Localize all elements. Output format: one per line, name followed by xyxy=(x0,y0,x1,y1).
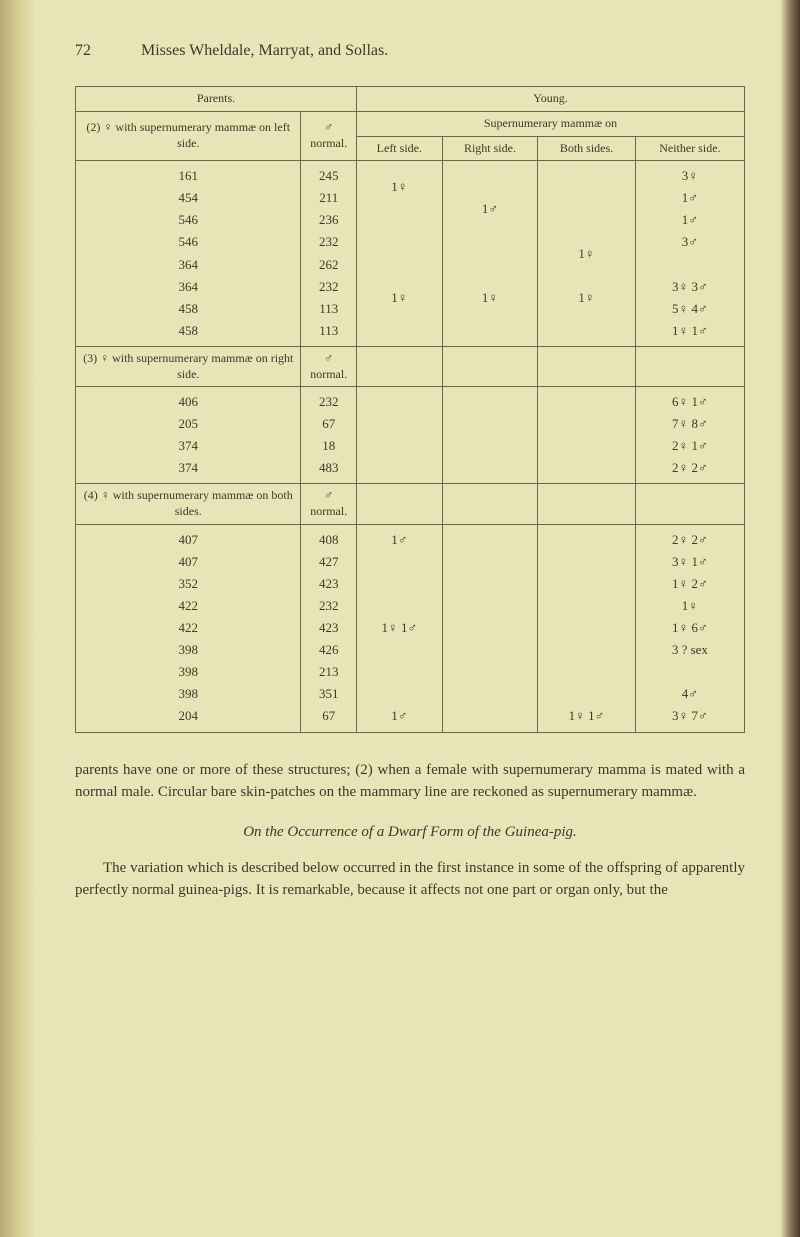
g4-males: 408 427 423 232 423 426 213 351 67 xyxy=(301,524,356,732)
running-title: Misses Wheldale, Marryat, and Sollas. xyxy=(141,40,388,62)
g2-males: 245 211 236 232 262 232 113 113 xyxy=(301,161,356,347)
para-2: The variation which is described below o… xyxy=(75,857,745,902)
g3-male-header: ♂ normal. xyxy=(301,346,356,386)
page-shadow-left xyxy=(0,0,35,1237)
g3-neither: 6♀ 1♂ 7♀ 8♂ 2♀ 1♂ 2♀ 2♂ xyxy=(635,387,744,484)
g3-right xyxy=(442,387,538,484)
g4-right xyxy=(442,524,538,732)
g2-neither: 3♀ 1♂ 1♂ 3♂ 3♀ 3♂ 5♀ 4♂ 1♀ 1♂ xyxy=(635,161,744,347)
th-neither: Neither side. xyxy=(635,136,744,161)
th-supernumerary: Supernumerary mammæ on xyxy=(356,111,744,136)
g4-left: 1♂ 1♀ 1♂ 1♂ xyxy=(356,524,442,732)
g3-both xyxy=(538,387,636,484)
page-number: 72 xyxy=(75,40,91,62)
g4-both: 1♀ 1♂ xyxy=(538,524,636,732)
g4-male-header: ♂ normal. xyxy=(301,484,356,524)
g4-neither: 2♀ 2♂ 3♀ 1♂ 1♀ 2♂ 1♀ 1♀ 6♂ 3 ? sex 4♂ 3♀… xyxy=(635,524,744,732)
g4-females: 407 407 352 422 422 398 398 398 204 xyxy=(76,524,301,732)
subheading: On the Occurrence of a Dwarf Form of the… xyxy=(75,822,745,843)
g2-both: 1♀ 1♀ xyxy=(538,161,636,347)
g3-females: 406 205 374 374 xyxy=(76,387,301,484)
th-young: Young. xyxy=(356,87,744,112)
page-shadow-right xyxy=(780,0,800,1237)
th-right: Right side. xyxy=(442,136,538,161)
th-left: Left side. xyxy=(356,136,442,161)
g2-label: (2) ♀ with supernumerary mammæ on left s… xyxy=(76,111,301,160)
g3-left xyxy=(356,387,442,484)
g3-label: (3) ♀ with supernumerary mammæ on right … xyxy=(76,346,301,386)
g3-males: 232 67 18 483 xyxy=(301,387,356,484)
th-parents: Parents. xyxy=(76,87,357,112)
th-both: Both sides. xyxy=(538,136,636,161)
page-header: 72 Misses Wheldale, Marryat, and Sollas. xyxy=(75,40,745,62)
g2-right: 1♂ 1♀ xyxy=(442,161,538,347)
para-1: parents have one or more of these struct… xyxy=(75,759,745,804)
g2-females: 161 454 546 546 364 364 458 458 xyxy=(76,161,301,347)
data-table: Parents. Young. (2) ♀ with supernumerary… xyxy=(75,86,745,732)
page-content: 72 Misses Wheldale, Marryat, and Sollas.… xyxy=(0,0,800,950)
g4-label: (4) ♀ with supernumerary mammæ on both s… xyxy=(76,484,301,524)
th-male-normal: ♂ normal. xyxy=(301,111,356,160)
g2-left: 1♀ 1♀ xyxy=(356,161,442,347)
